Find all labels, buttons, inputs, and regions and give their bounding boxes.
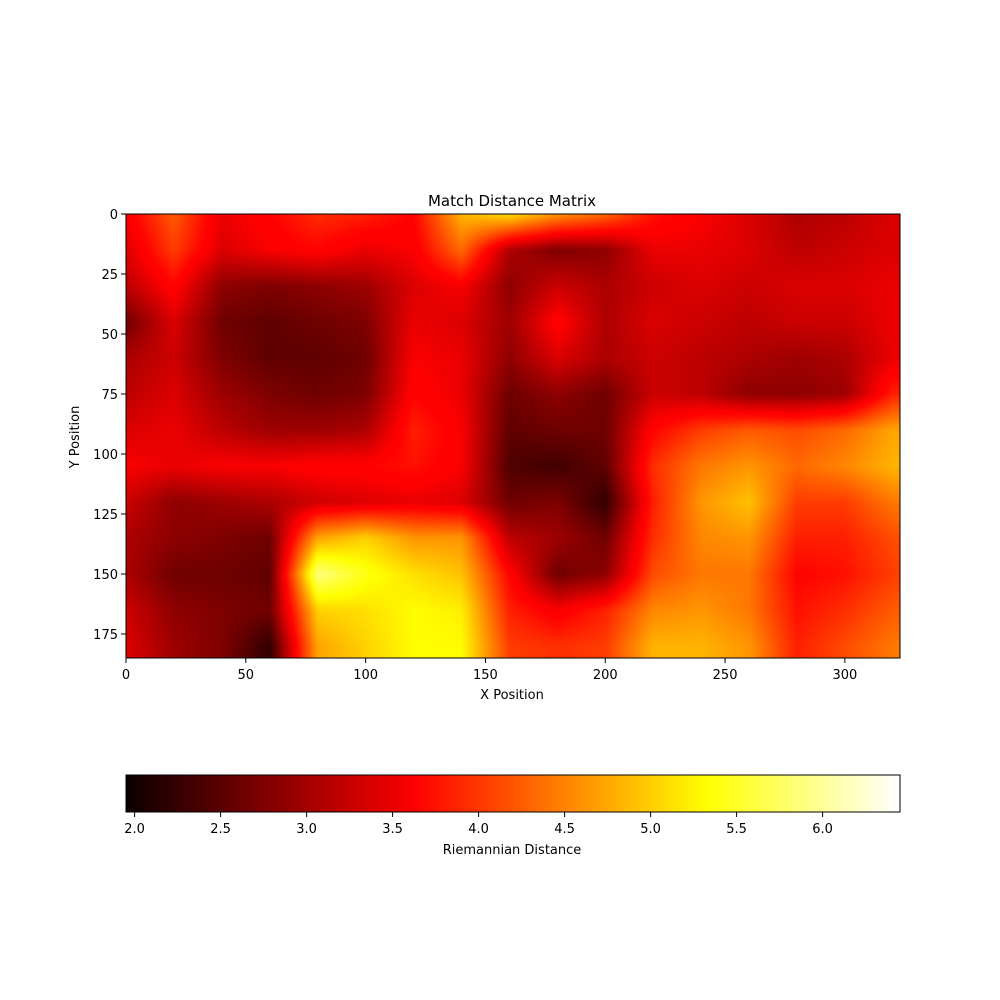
y-tick-label: 175: [93, 628, 118, 643]
x-tick-label: 150: [473, 668, 498, 683]
colorbar-tick-label: 2.5: [210, 822, 231, 837]
colorbar-label: Riemannian Distance: [443, 843, 582, 858]
heatmap-frame: [125, 213, 901, 659]
x-tick-label: 50: [238, 668, 255, 683]
heatmap-area: [125, 213, 901, 659]
colorbar-ticks: 2.0 2.5 3.0 3.5 4.0 4.5 5.0 5.5 6.0: [124, 812, 833, 837]
x-axis-ticks: 0 50 100 150 200 250 300: [122, 658, 857, 683]
colorbar-tick-label: 5.0: [640, 822, 661, 837]
x-tick-label: 300: [832, 668, 857, 683]
colorbar-tick-label: 3.0: [296, 822, 317, 837]
y-tick-label: 125: [93, 508, 118, 523]
colorbar-tick-label: 2.0: [124, 822, 145, 837]
y-axis-label: Y Position: [68, 406, 83, 470]
colorbar-tick-label: 3.5: [382, 822, 403, 837]
x-tick-label: 100: [353, 668, 378, 683]
y-axis-ticks: 0 25 50 75 100 125 150 175: [93, 208, 126, 643]
y-tick-label: 0: [110, 208, 118, 223]
y-tick-label: 100: [93, 448, 118, 463]
y-tick-label: 150: [93, 568, 118, 583]
heatmap-image: [126, 214, 900, 658]
colorbar-gradient: [125, 774, 901, 813]
chart-title: Match Distance Matrix: [428, 192, 596, 210]
x-tick-label: 200: [593, 668, 618, 683]
y-tick-label: 75: [101, 388, 118, 403]
colorbar-tick-label: 4.5: [554, 822, 575, 837]
colorbar-tick-label: 4.0: [468, 822, 489, 837]
colorbar: [125, 774, 901, 813]
x-tick-label: 0: [122, 668, 130, 683]
colorbar-tick-label: 6.0: [812, 822, 833, 837]
y-tick-label: 25: [101, 268, 118, 283]
y-tick-label: 50: [101, 328, 118, 343]
x-tick-label: 250: [713, 668, 738, 683]
colorbar-tick-label: 5.5: [726, 822, 747, 837]
x-axis-label: X Position: [480, 688, 544, 703]
